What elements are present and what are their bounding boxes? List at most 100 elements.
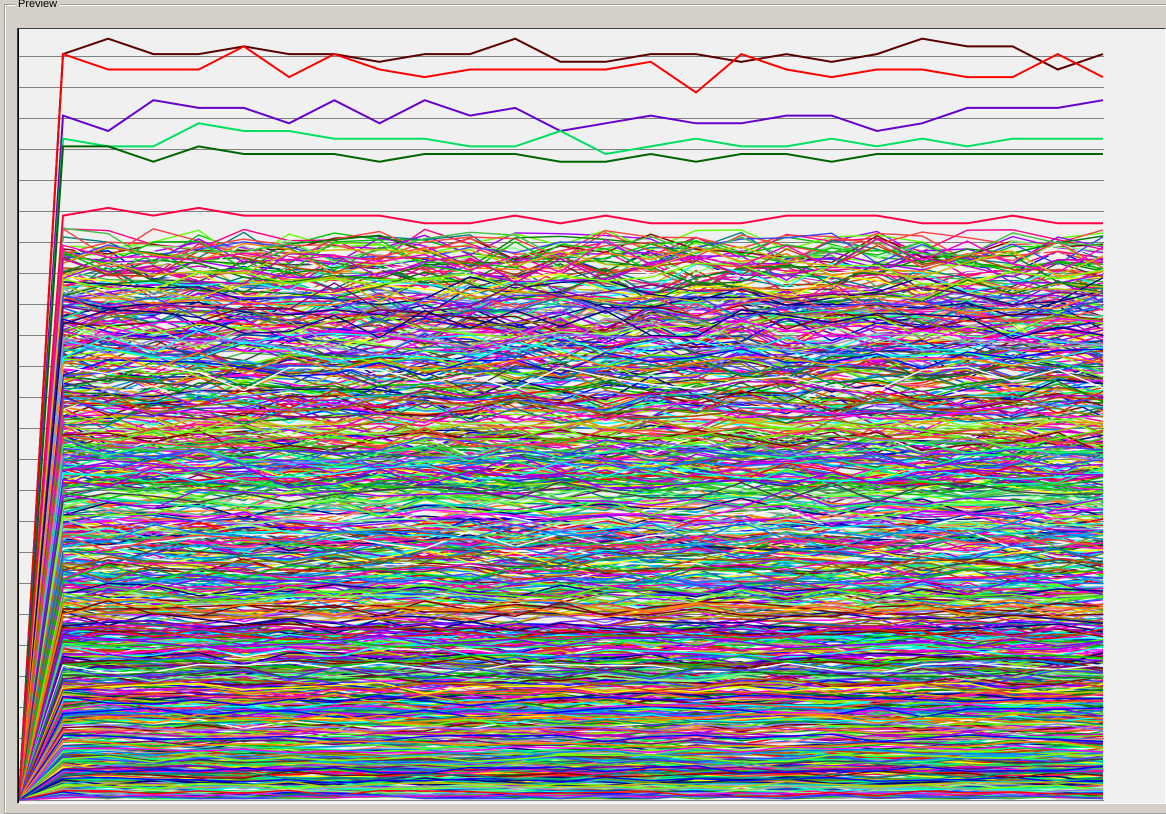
series-line: [18, 321, 1104, 801]
series-line: [18, 238, 1104, 801]
series-line: [18, 351, 1104, 801]
series-line: [18, 516, 1104, 801]
series-line: [18, 666, 1104, 801]
series-line: [18, 329, 1104, 801]
series-line: [18, 583, 1104, 801]
series-line: [18, 282, 1104, 801]
series-line: [18, 764, 1104, 801]
series-line: [18, 776, 1104, 801]
series-line: [18, 566, 1104, 801]
series-line: [18, 308, 1104, 801]
series-line: [18, 316, 1104, 801]
series-line: [18, 354, 1104, 801]
series-line: [18, 340, 1104, 801]
series-line: [18, 621, 1104, 801]
series-line: [18, 792, 1104, 801]
series-line: [18, 656, 1104, 801]
series-line: [18, 498, 1104, 801]
series-line: [18, 350, 1104, 801]
series-line: [18, 521, 1104, 801]
series-line: [18, 785, 1104, 801]
series-line: [18, 466, 1104, 801]
series-line: [18, 392, 1104, 801]
series-line: [18, 619, 1104, 801]
series-line: [18, 45, 1104, 801]
series-line: [18, 793, 1104, 801]
series-line: [18, 578, 1104, 801]
series-line: [18, 530, 1104, 801]
series-line: [18, 253, 1104, 801]
series-line: [18, 582, 1104, 801]
series-line: [18, 563, 1104, 801]
series-line: [18, 304, 1104, 801]
series-line: [18, 685, 1104, 801]
series-line: [18, 387, 1104, 801]
series-line: [18, 721, 1104, 801]
series-line: [18, 634, 1104, 801]
series-line: [18, 254, 1104, 801]
series-line: [18, 317, 1104, 801]
series-line: [18, 426, 1104, 801]
series-line: [18, 771, 1104, 801]
series-line: [18, 594, 1104, 801]
series-line: [18, 602, 1104, 801]
series-line: [18, 739, 1104, 801]
series-line: [18, 536, 1104, 801]
series-line: [18, 311, 1104, 801]
series-line: [18, 508, 1104, 801]
series-line: [18, 436, 1104, 801]
series-line: [18, 453, 1104, 801]
series-line: [18, 712, 1104, 801]
series-line: [18, 410, 1104, 801]
series-line: [18, 232, 1104, 801]
series-line: [18, 494, 1104, 801]
series-line: [18, 692, 1104, 801]
series-line: [18, 238, 1104, 801]
series-line: [18, 777, 1104, 801]
series-line: [18, 470, 1104, 801]
series-line: [18, 635, 1104, 801]
series-line: [18, 360, 1104, 801]
series-line: [18, 739, 1104, 801]
series-line: [18, 533, 1104, 801]
series-line: [18, 694, 1104, 801]
series-line: [18, 374, 1104, 801]
series-line: [18, 329, 1104, 801]
series-line: [18, 563, 1104, 801]
series-line: [18, 722, 1104, 801]
series-line: [18, 696, 1104, 801]
series-line: [18, 677, 1104, 801]
series-line: [18, 401, 1104, 801]
series-line: [18, 652, 1104, 801]
series-line: [18, 481, 1104, 801]
series-line: [18, 271, 1104, 801]
series-line: [18, 286, 1104, 801]
series-line: [18, 732, 1104, 801]
series-line: [18, 497, 1104, 801]
series-line: [18, 616, 1104, 801]
series-line: [18, 122, 1103, 801]
series-line: [18, 508, 1104, 801]
series-line: [18, 460, 1104, 801]
plot-right-margin: [1104, 29, 1165, 803]
series-line: [18, 406, 1104, 801]
series-line: [18, 600, 1104, 801]
line-chart-svg: [18, 29, 1165, 803]
series-line: [18, 733, 1104, 801]
series-line: [18, 236, 1104, 801]
series-line: [18, 348, 1104, 801]
series-line: [18, 570, 1104, 801]
series-line: [18, 780, 1104, 801]
series-line: [18, 625, 1104, 801]
series-line: [18, 364, 1104, 801]
line-chart-plot: [17, 28, 1166, 804]
series-line: [18, 37, 1104, 801]
preview-groupbox-title: Preview: [15, 0, 61, 10]
series-line: [18, 318, 1104, 801]
series-line: [18, 400, 1104, 801]
series-line: [18, 488, 1104, 801]
series-line: [18, 552, 1104, 801]
series-line: [18, 655, 1104, 801]
series-line: [18, 715, 1104, 801]
series-line: [18, 791, 1104, 801]
